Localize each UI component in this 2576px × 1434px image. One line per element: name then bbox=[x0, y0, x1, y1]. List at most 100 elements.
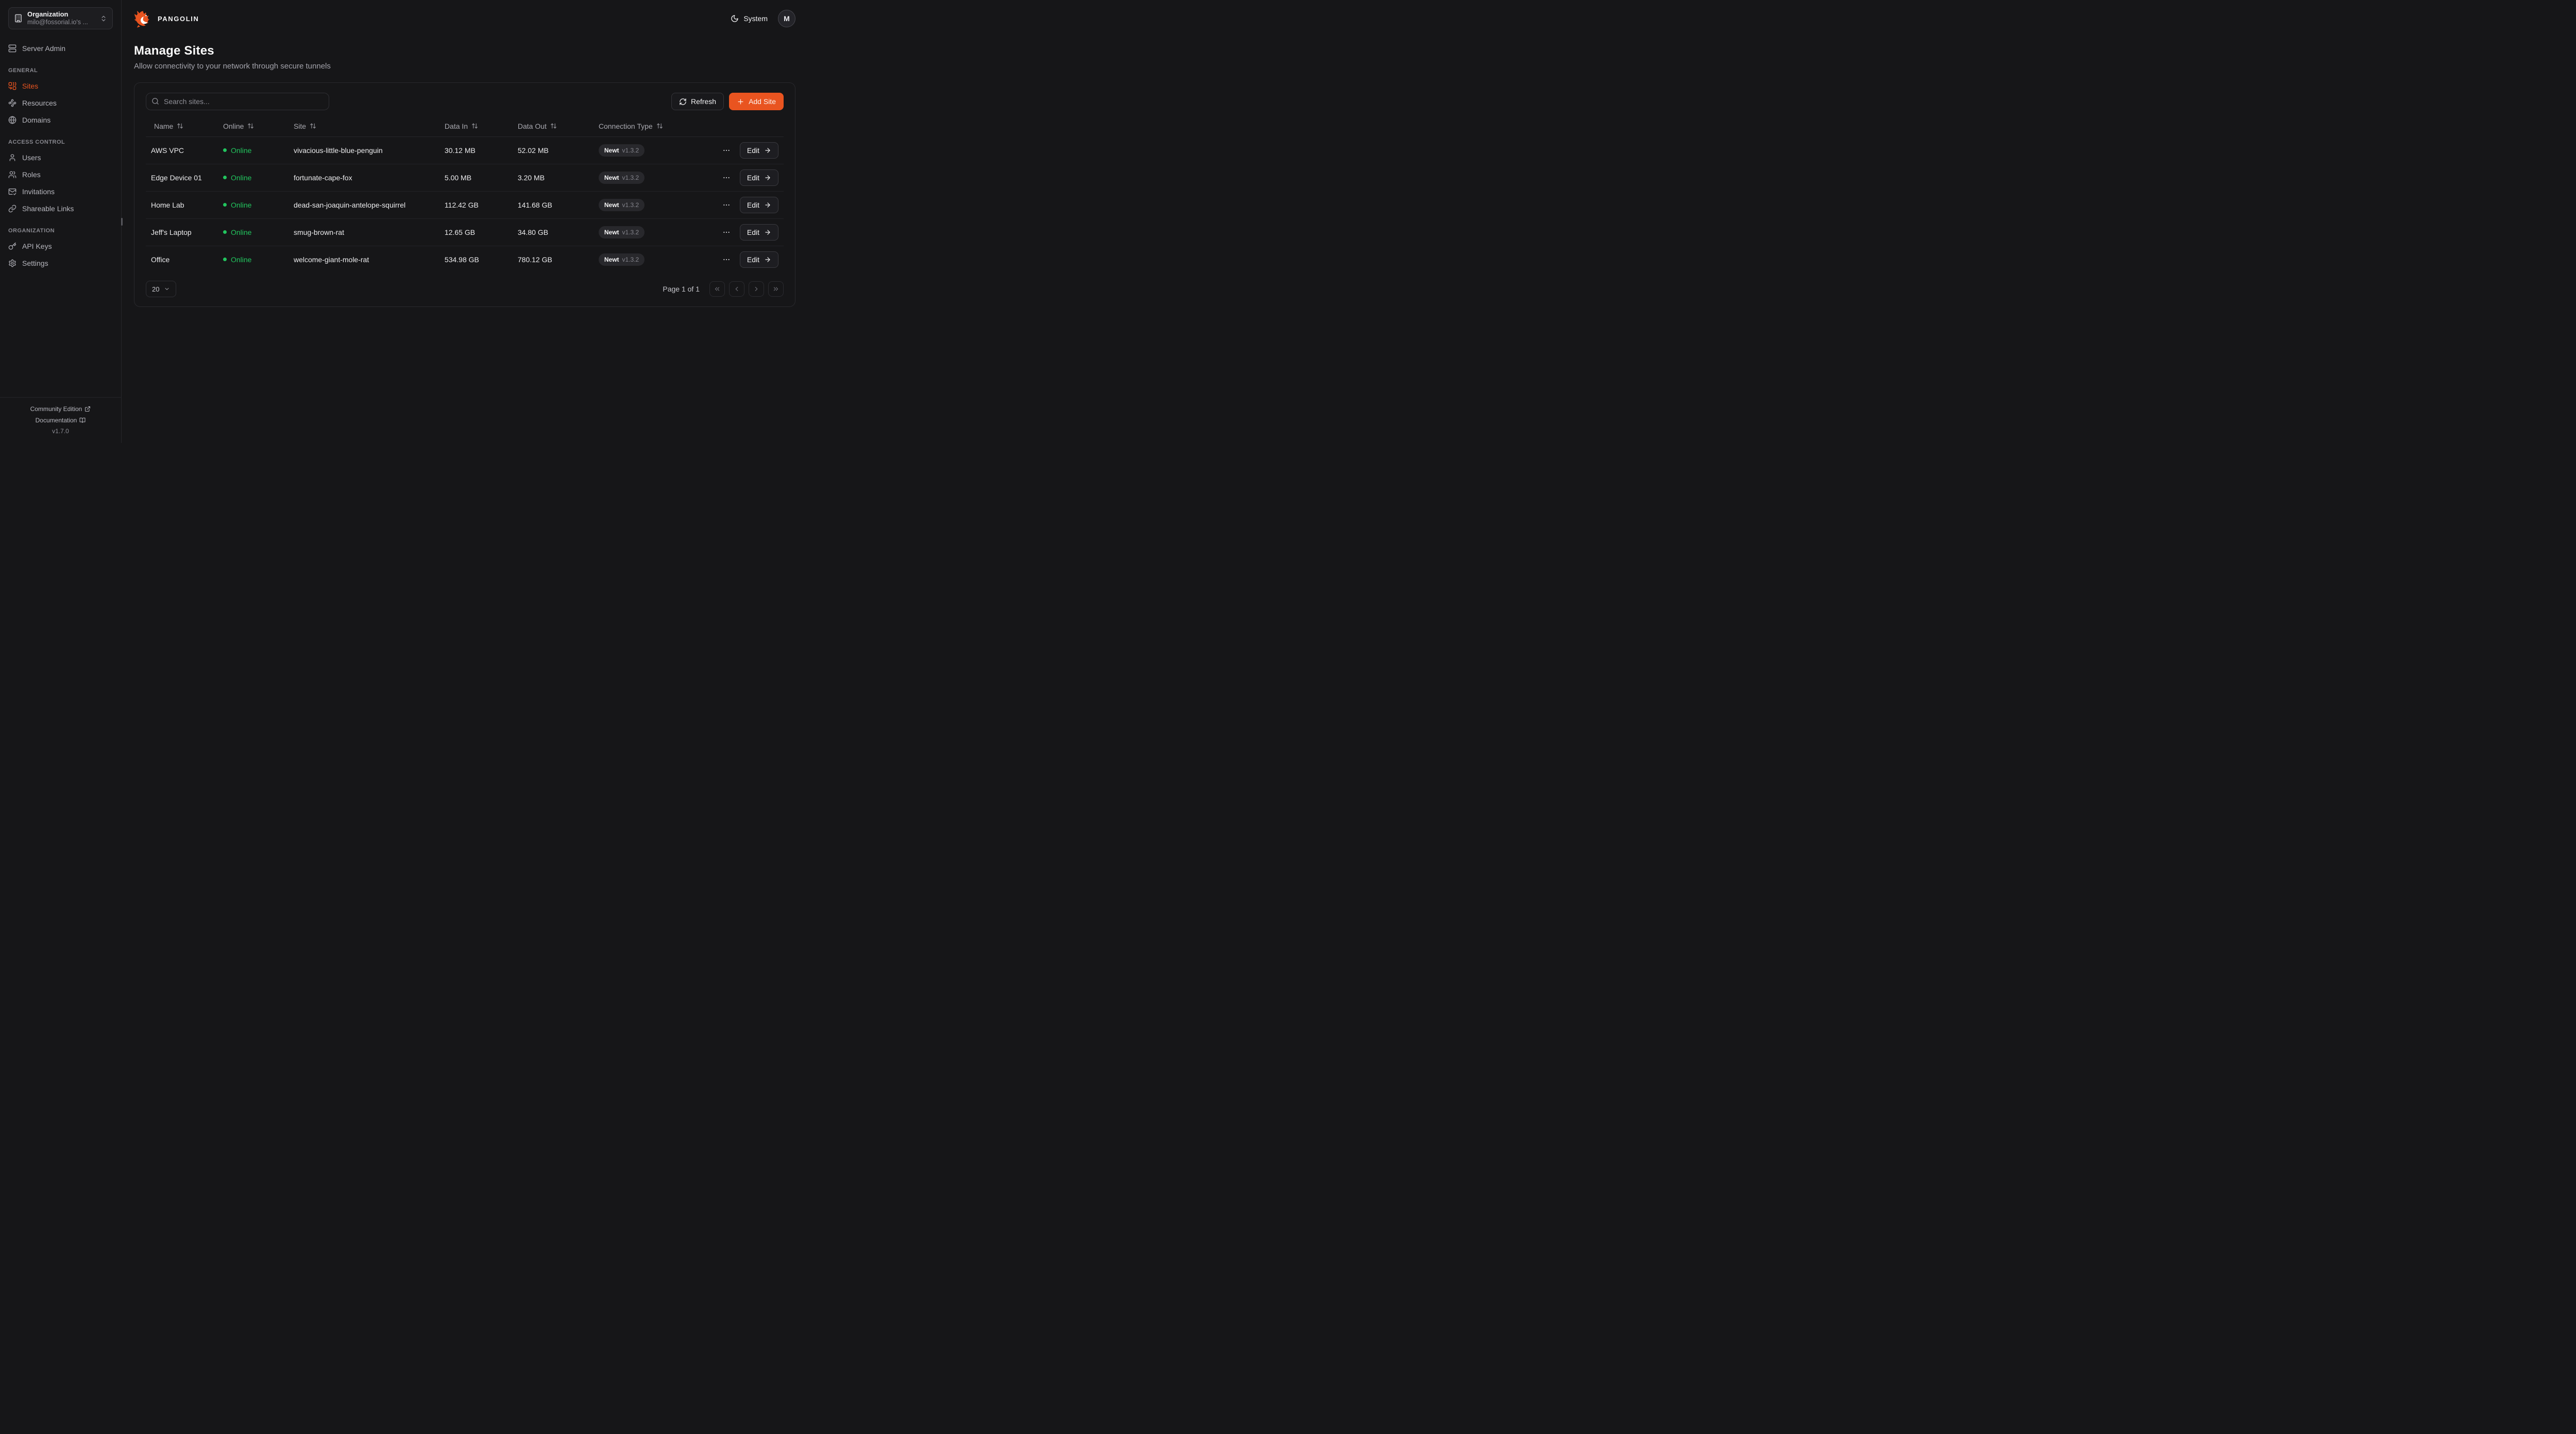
sidebar-item-shareable-links[interactable]: Shareable Links bbox=[8, 200, 113, 217]
last-page-button[interactable] bbox=[768, 281, 784, 297]
column-header-data-out[interactable]: Data Out bbox=[518, 122, 557, 130]
row-menu-button[interactable] bbox=[721, 227, 732, 237]
edit-site-button[interactable]: Edit bbox=[739, 224, 778, 241]
moon-icon bbox=[731, 15, 738, 22]
status-badge: Online bbox=[230, 200, 252, 209]
previous-page-button[interactable] bbox=[729, 281, 744, 297]
page-size-select[interactable]: 20 bbox=[146, 281, 177, 297]
section-label-organization: ORGANIZATION bbox=[8, 228, 55, 234]
row-menu-button[interactable] bbox=[721, 173, 732, 183]
row-actions-cell: Edit bbox=[716, 218, 784, 246]
table-row: Edge Device 01 Online fortunate-cape-fox… bbox=[146, 164, 784, 192]
plus-icon bbox=[738, 99, 743, 104]
search-input[interactable] bbox=[146, 93, 329, 110]
theme-toggle[interactable]: System bbox=[731, 14, 768, 23]
sidebar-item-api-keys[interactable]: API Keys bbox=[8, 237, 113, 254]
book-open-icon bbox=[79, 418, 86, 423]
status-badge: Online bbox=[230, 255, 252, 264]
sidebar-nav: Server Admin GENERAL Sites Resources Dom… bbox=[0, 29, 121, 397]
sidebar-item-label: Roles bbox=[22, 170, 41, 179]
sidebar-item-label: Shareable Links bbox=[22, 204, 74, 213]
sidebar-item-settings[interactable]: Settings bbox=[8, 254, 113, 271]
site-name-cell: Jeff's Laptop bbox=[146, 218, 218, 246]
row-actions-cell: Edit bbox=[716, 191, 784, 219]
gear-icon bbox=[9, 259, 16, 267]
edit-site-button[interactable]: Edit bbox=[739, 251, 778, 268]
mail-check-icon bbox=[8, 188, 16, 195]
sidebar-item-users[interactable]: Users bbox=[8, 149, 113, 166]
online-dot-icon bbox=[223, 258, 227, 262]
arrow-right-icon bbox=[765, 202, 770, 208]
sort-icon bbox=[472, 123, 478, 129]
sidebar-item-label: API Keys bbox=[22, 242, 52, 250]
avatar[interactable]: M bbox=[778, 10, 795, 27]
pager: Page 1 of 1 bbox=[663, 281, 784, 297]
sidebar-item-resources[interactable]: Resources bbox=[8, 94, 113, 111]
sidebar-resize-handle[interactable] bbox=[121, 218, 123, 226]
column-header-online[interactable]: Online bbox=[223, 122, 254, 130]
brand: PANGOLIN bbox=[134, 9, 199, 28]
table-footer: 20 Page 1 of 1 bbox=[146, 281, 784, 297]
site-name-cell: Office bbox=[151, 255, 170, 264]
sidebar-item-label: Users bbox=[22, 153, 41, 162]
refresh-icon bbox=[680, 98, 686, 105]
sidebar-item-server-admin[interactable]: Server Admin bbox=[8, 40, 113, 57]
status-badge: Online bbox=[230, 228, 252, 236]
main-area: PANGOLIN System M Manage Sites Allow con… bbox=[122, 0, 808, 443]
page-info: Page 1 of 1 bbox=[663, 285, 700, 293]
data-in-cell: 534.98 GB bbox=[444, 255, 479, 264]
avatar-initial: M bbox=[784, 14, 790, 23]
sidebar-item-domains[interactable]: Domains bbox=[8, 111, 113, 128]
status-badge: Online bbox=[230, 173, 252, 182]
page-subtitle: Allow connectivity to your network throu… bbox=[134, 62, 331, 71]
row-menu-button[interactable] bbox=[721, 254, 732, 265]
connection-type-badge: Newt v1.3.2 bbox=[598, 253, 645, 266]
row-menu-button[interactable] bbox=[721, 145, 732, 156]
column-header-name[interactable]: Name bbox=[154, 122, 183, 130]
column-header-connection-type[interactable]: Connection Type bbox=[599, 122, 663, 130]
topbar: PANGOLIN System M bbox=[122, 0, 808, 37]
org-picker[interactable]: Organization milo@fossorial.io's ... bbox=[8, 7, 113, 29]
sidebar-item-sites[interactable]: Sites bbox=[8, 77, 113, 94]
add-site-button[interactable]: Add Site bbox=[729, 93, 784, 110]
sort-icon bbox=[656, 123, 663, 129]
pangolin-logo-icon bbox=[134, 10, 149, 28]
first-page-button[interactable] bbox=[709, 281, 725, 297]
table-row: Jeff's Laptop Online smug-brown-rat 12.6… bbox=[146, 218, 784, 246]
org-picker-label: Organization bbox=[27, 10, 69, 18]
column-header-site[interactable]: Site bbox=[294, 122, 316, 130]
more-horizontal-icon bbox=[723, 204, 730, 206]
table-row: Home Lab Online dead-san-joaquin-antelop… bbox=[146, 191, 784, 219]
column-header-data-in[interactable]: Data In bbox=[445, 122, 478, 130]
data-out-cell: 141.68 GB bbox=[512, 191, 594, 219]
online-dot-icon bbox=[223, 230, 227, 234]
community-edition-link[interactable]: Community Edition bbox=[5, 403, 116, 415]
sidebar: Organization milo@fossorial.io's ... Ser… bbox=[0, 0, 123, 443]
waypoints-icon bbox=[8, 99, 16, 107]
site-name-cell: Home Lab bbox=[146, 191, 218, 219]
arrow-right-icon bbox=[765, 175, 770, 180]
sidebar-item-label: Server Admin bbox=[22, 44, 66, 53]
row-menu-button[interactable] bbox=[721, 200, 732, 210]
row-actions-cell: Edit bbox=[716, 164, 784, 192]
sidebar-item-roles[interactable]: Roles bbox=[8, 166, 113, 183]
refresh-button[interactable]: Refresh bbox=[671, 93, 724, 110]
online-status-cell: Online bbox=[218, 246, 289, 273]
online-dot-icon bbox=[223, 203, 227, 207]
key-icon bbox=[8, 242, 16, 250]
section-label-access-control: ACCESS CONTROL bbox=[8, 139, 65, 145]
more-horizontal-icon bbox=[723, 177, 730, 178]
documentation-link[interactable]: Documentation bbox=[5, 415, 116, 426]
connection-type-badge: Newt v1.3.2 bbox=[598, 171, 645, 184]
site-name-cell: Edge Device 01 bbox=[146, 164, 218, 192]
online-status-cell: Online bbox=[217, 136, 289, 164]
edit-site-button[interactable]: Edit bbox=[739, 169, 778, 186]
edit-site-button[interactable]: Edit bbox=[739, 142, 778, 159]
more-horizontal-icon bbox=[723, 231, 730, 233]
edit-site-button[interactable]: Edit bbox=[739, 196, 778, 213]
next-page-button[interactable] bbox=[749, 281, 764, 297]
data-in-cell: 12.65 GB bbox=[439, 218, 513, 246]
sidebar-item-label: Sites bbox=[22, 81, 39, 90]
sidebar-item-invitations[interactable]: Invitations bbox=[8, 183, 113, 200]
sort-icon bbox=[551, 123, 556, 129]
